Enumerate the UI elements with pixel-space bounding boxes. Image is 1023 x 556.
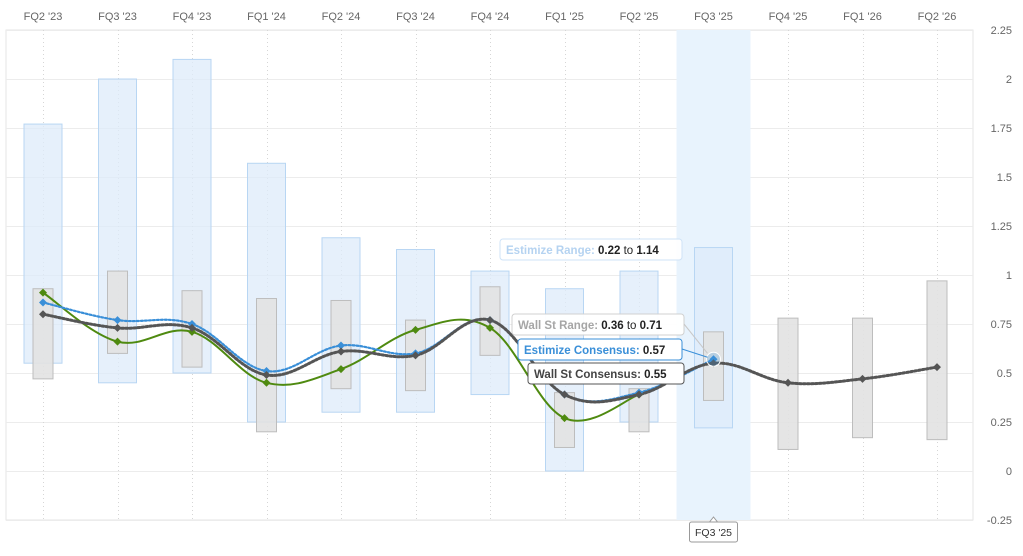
wall-st-consensus-point [858,374,867,383]
y-tick-label: 0.25 [991,417,1012,429]
tooltip-estimize-range-box [499,238,683,261]
estimize-consensus-point [39,298,47,307]
x-tick-label: FQ2 '24 [322,11,361,23]
estimize-range-low: 0.22 [598,245,620,257]
tooltip-wall-st-consensus-box [527,362,685,385]
wall-st-consensus-point [709,359,718,368]
tooltip: Estimize Range: 0.22 to 1.14 Wall St Rang… [499,238,738,543]
tooltip-estimize-range-text: Estimize Range: 0.22 to 1.14 [506,245,659,257]
tooltip-wall-st-range-label: Wall St Range: [518,320,601,332]
estimize-consensus-point [337,341,345,350]
wall-st-consensus-point [337,347,345,356]
x-tick-label: FQ1 '25 [545,11,584,23]
wall-st-consensus-value: 0.55 [644,369,667,381]
estimize-range-high: 1.14 [636,245,659,257]
tooltip-wall-st-consensus-label: Wall St Consensus: [534,369,644,381]
wall-st-consensus-point [784,378,792,387]
y-axis-ticks: -0.25 0 0.25 0.5 0.75 1 1.25 1.5 1.75 2 2.25 [987,25,1012,527]
actual-eps-point [411,325,420,334]
y-tick-label: 0 [1006,466,1012,478]
actual-eps-point [486,323,494,332]
wall-st-consensus-point [933,363,941,372]
wall-st-consensus-point [39,310,47,319]
wall-st-consensus-point [486,316,494,325]
wall-st-range-high: 0.71 [640,320,663,332]
x-tick-label: FQ2 '25 [620,11,659,23]
wall-st-range-to: to [624,320,640,332]
actual-eps-line [42,291,640,422]
wall-st-consensus-point [262,370,271,379]
x-axis-ticks: FQ2 '23 FQ3 '23 FQ4 '23 FQ1 '24 FQ2 '24 FQ3 '… [24,11,957,23]
x-tick-label: FQ3 '23 [98,11,137,23]
wall-st-consensus-point [188,323,196,332]
y-tick-label: 2.25 [991,25,1012,37]
x-tick-label: FQ1 '26 [843,11,882,23]
series-points [39,288,941,423]
y-tick-label: 1.25 [991,221,1012,233]
tooltip-estimize-range: Estimize Range: 0.22 to 1.14 [499,238,683,261]
tooltip-estimize-consensus-label: Estimize Consensus: [524,345,643,357]
y-tick-label: 0.5 [997,368,1012,380]
x-tick-label: FQ3 '25 [694,11,733,23]
tooltip-connector-wall-st-range [683,323,708,354]
wall-st-consensus-point [113,323,122,332]
tooltip-wall-st-range: Wall St Range: 0.36 to 0.71 [511,313,685,336]
x-tick-label: FQ2 '26 [918,11,957,23]
x-axis-hover-text: FQ3 '25 [695,527,732,539]
x-tick-label: FQ4 '25 [769,11,808,23]
x-tick-label: FQ2 '23 [24,11,63,23]
y-tick-label: 2 [1006,74,1012,86]
wall-st-consensus-point [411,351,420,360]
tooltip-wall-st-consensus-text: Wall St Consensus: 0.55 [534,369,667,381]
x-tick-label: FQ4 '24 [471,11,510,23]
wall-st-range-bar [256,298,277,433]
x-tick-label: FQ4 '23 [173,11,212,23]
wall-st-consensus-point [635,390,643,399]
x-axis-hover-label: FQ3 '25 [689,516,738,543]
y-tick-label: 1.75 [991,123,1012,135]
estimize-range-bars [23,58,733,472]
estimize-range-to: to [620,245,636,257]
y-tick-label: -0.25 [987,515,1012,527]
wall-st-consensus-point [560,390,569,399]
tooltip-connector-estimize [681,348,708,358]
tooltip-wall-st-consensus: Wall St Consensus: 0.55 [527,362,685,385]
wall-st-range-bar [926,280,948,441]
actual-eps-point [39,288,47,297]
estimize-consensus-point [113,316,122,325]
wall-st-range-low: 0.36 [601,320,623,332]
actual-eps-point [560,414,569,423]
estimize-consensus-value: 0.57 [643,345,665,357]
tooltip-connector-wall-st [683,362,708,374]
actual-eps-point [262,378,271,387]
tooltip-estimize-range-label: Estimize Range: [506,245,598,257]
tooltip-wall-st-range-text: Wall St Range: 0.36 to 0.71 [518,320,663,332]
tooltip-estimize-consensus-text: Estimize Consensus: 0.57 [524,345,665,357]
hover-halo [706,351,721,367]
y-tick-label: 1 [1006,270,1012,282]
y-tick-label: 0.75 [991,319,1012,331]
tooltip-estimize-consensus: Estimize Consensus: 0.57 [517,338,683,361]
x-tick-label: FQ1 '24 [247,11,286,23]
actual-eps-point [337,365,345,374]
x-tick-label: FQ3 '24 [396,11,435,23]
actual-eps-point [113,337,122,346]
x-axis-hover-box [689,521,738,543]
y-tick-label: 1.5 [997,172,1012,184]
wall-st-range-bar [107,270,128,354]
